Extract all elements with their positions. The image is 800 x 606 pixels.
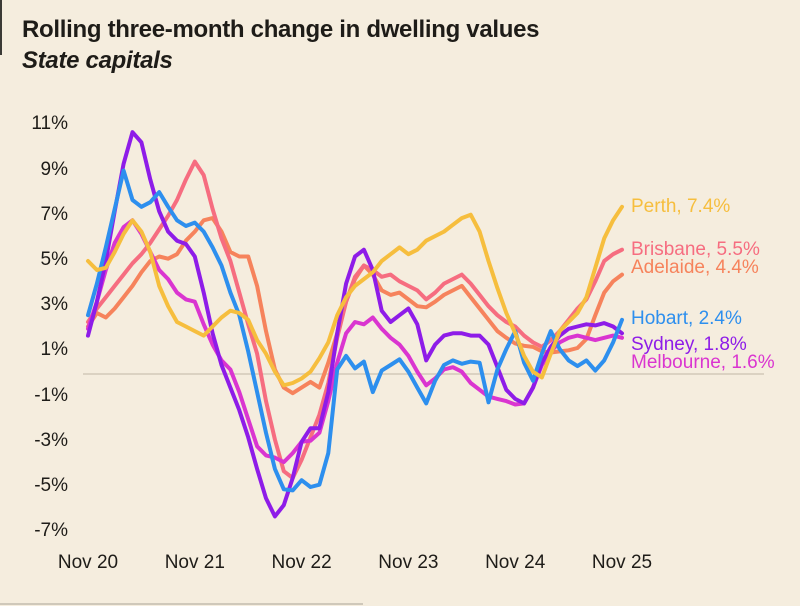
y-tick-label: 3% xyxy=(40,294,68,316)
series-line-hobart xyxy=(86,168,624,493)
y-tick-label: -1% xyxy=(34,384,68,406)
y-tick-label: -3% xyxy=(34,429,68,451)
series-label-hobart: Hobart, 2.4% xyxy=(631,308,742,329)
x-tick-label: Nov 21 xyxy=(164,552,225,573)
screen-edge-artifact xyxy=(0,0,2,55)
series-line-sydney xyxy=(86,130,624,519)
series-label-brisbane: Brisbane, 5.5% xyxy=(631,239,760,260)
x-tick-label: Nov 23 xyxy=(378,552,439,573)
x-tick-label: Nov 24 xyxy=(485,552,546,573)
y-tick-label: 11% xyxy=(31,113,68,135)
series-label-melbourne: Melbourne, 1.6% xyxy=(631,352,775,373)
y-tick-label: 7% xyxy=(40,203,68,225)
chart-subtitle: State capitals xyxy=(22,47,173,74)
series-line-brisbane xyxy=(86,159,624,480)
y-tick-label: 1% xyxy=(40,339,68,361)
series-line-perth xyxy=(86,204,624,388)
x-tick-label: Nov 22 xyxy=(271,552,332,573)
bottom-edge-artifact xyxy=(0,603,363,605)
series-label-adelaide: Adelaide, 4.4% xyxy=(631,257,759,278)
x-tick-label: Nov 20 xyxy=(57,552,119,573)
y-tick-label: -5% xyxy=(34,475,68,496)
y-tick-label: 9% xyxy=(40,158,68,180)
series-label-sydney: Sydney, 1.8% xyxy=(631,334,747,355)
y-tick-label: 5% xyxy=(40,249,68,270)
chart-title: Rolling three-month change in dwelling v… xyxy=(22,16,540,43)
series-label-perth: Perth, 7.4% xyxy=(631,196,731,217)
x-tick-label: Nov 25 xyxy=(591,552,653,573)
y-tick-label: -7% xyxy=(34,520,68,542)
